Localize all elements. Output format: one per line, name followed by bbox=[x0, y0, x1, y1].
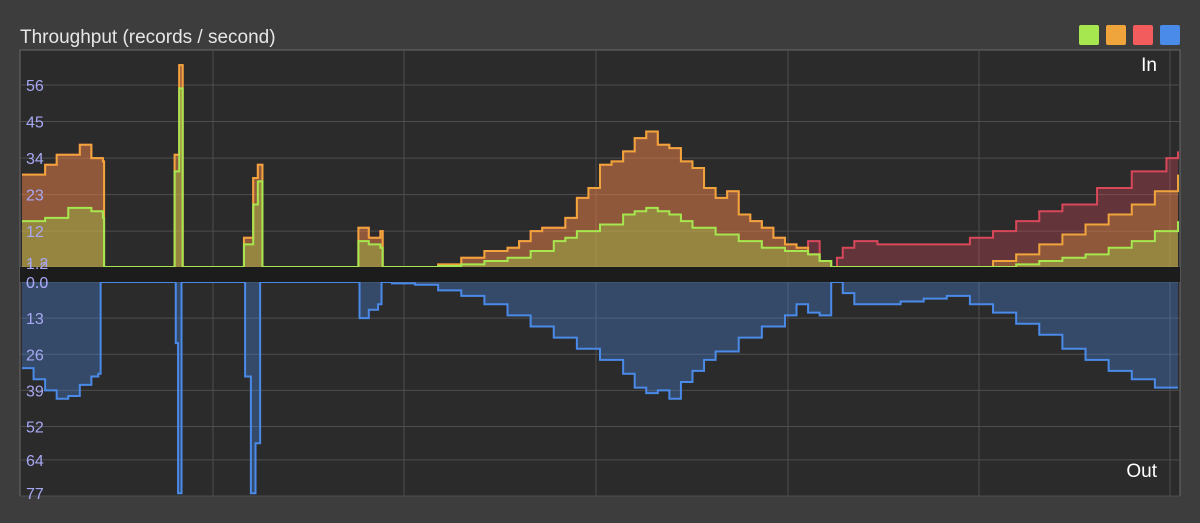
y-tick-label: 77 bbox=[26, 486, 44, 503]
y-tick-label: 64 bbox=[26, 453, 44, 470]
y-tick-label: 0.0 bbox=[26, 275, 48, 292]
out-label: Out bbox=[1126, 461, 1157, 482]
y-tick-label: 52 bbox=[26, 420, 44, 437]
y-tick-label: 23 bbox=[26, 188, 44, 205]
legend-swatch[interactable] bbox=[1160, 25, 1180, 45]
y-tick-label: 26 bbox=[26, 347, 44, 364]
y-tick-label: 1.2 bbox=[26, 256, 48, 273]
legend-swatch[interactable] bbox=[1079, 25, 1099, 45]
y-tick-label: 39 bbox=[26, 383, 44, 400]
y-tick-label: 34 bbox=[26, 151, 44, 168]
legend-swatch[interactable] bbox=[1133, 25, 1153, 45]
y-tick-label: 12 bbox=[26, 224, 44, 241]
legend bbox=[1079, 25, 1180, 45]
series-area bbox=[22, 282, 1178, 494]
in-label: In bbox=[1141, 55, 1157, 76]
y-tick-label: 13 bbox=[26, 311, 44, 328]
y-tick-label: 56 bbox=[26, 78, 44, 95]
series-line bbox=[22, 281, 1178, 495]
legend-swatch[interactable] bbox=[1106, 25, 1126, 45]
panel-separator bbox=[20, 267, 1180, 282]
y-tick-label: 45 bbox=[26, 115, 44, 132]
chart-title: Throughput (records / second) bbox=[20, 27, 276, 48]
